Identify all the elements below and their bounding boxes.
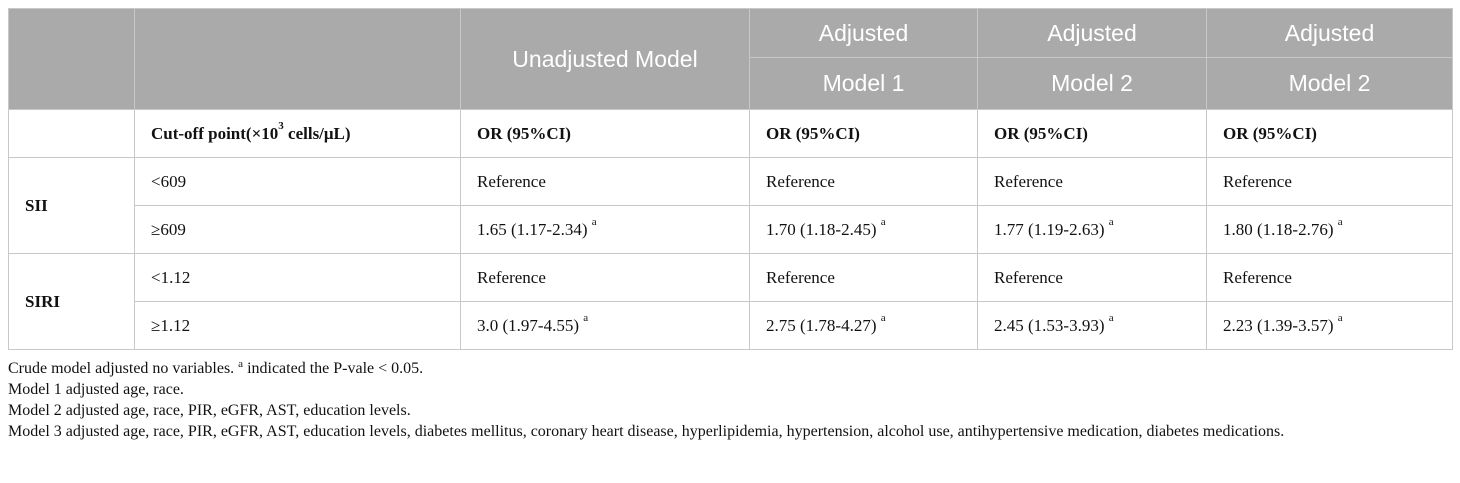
header-unadjusted-model: Unadjusted Model — [460, 8, 750, 110]
header-adjusted-3: Adjusted — [1206, 8, 1453, 58]
footnote-1-text-b: indicated the P-vale < 0.05. — [243, 360, 424, 377]
or-value: Reference — [477, 267, 546, 287]
or-value: 1.65 (1.17-2.34) — [477, 219, 588, 239]
significance-marker: a — [1337, 215, 1343, 228]
header-model-2a: Model 2 — [977, 57, 1207, 110]
or-value: Reference — [1223, 267, 1292, 287]
header-model-2b: Model 2 — [1206, 57, 1453, 110]
or-value-cell: Reference — [749, 253, 978, 302]
cutoff-cell: <1.12 — [134, 253, 461, 302]
or-value: 2.75 (1.78-4.27) — [766, 315, 877, 335]
or-value-cell: Reference — [1206, 253, 1453, 302]
footnote-4: Model 3 adjusted age, race, PIR, eGFR, A… — [8, 423, 1285, 440]
or-value: Reference — [994, 267, 1063, 287]
table-row: SIRI <1.12 Reference Reference Reference Refe… — [8, 253, 1453, 350]
or-value: Reference — [766, 267, 835, 287]
significance-marker: a — [583, 311, 589, 324]
subheader-cutoff: Cut-off point(×103 cells/μL) — [134, 109, 461, 158]
or-value-cell: 2.23 (1.39-3.57) a — [1206, 301, 1453, 350]
cutoff-cell: ≥1.12 — [134, 301, 461, 350]
or-value: 1.80 (1.18-2.76) — [1223, 219, 1334, 239]
table-row: ≥1.12 3.0 (1.97-4.55) a 2.75 (1.78-4.27) a… — [9, 301, 1453, 350]
header-empty-group — [8, 8, 135, 110]
cutoff-label-suffix: cells/μL) — [283, 123, 351, 143]
or-value: Reference — [1223, 171, 1292, 191]
cutoff-label-exponent: 3 — [278, 119, 284, 132]
or-value-cell: Reference — [460, 157, 750, 206]
significance-marker: a — [1108, 215, 1114, 228]
significance-marker: a — [1337, 311, 1343, 324]
or-value-cell: 1.80 (1.18-2.76) a — [1206, 205, 1453, 254]
or-value-cell: Reference — [1206, 157, 1453, 206]
footnote-1: Crude model adjusted no variables. a ind… — [8, 358, 1452, 379]
table-footnotes: Crude model adjusted no variables. a ind… — [8, 358, 1452, 442]
footnote-1-text-a: Crude model adjusted no variables. — [8, 360, 239, 377]
significance-marker: a — [880, 215, 886, 228]
cutoff-cell: ≥609 — [134, 205, 461, 254]
table-body: Cut-off point(×103 cells/μL) OR (95%CI) … — [8, 109, 1453, 350]
subheader-or-2: OR (95%CI) — [749, 109, 978, 158]
or-value-cell: Reference — [749, 157, 978, 206]
header-adjusted-2: Adjusted — [977, 8, 1207, 58]
or-value: 3.0 (1.97-4.55) — [477, 315, 579, 335]
subheader-row: Cut-off point(×103 cells/μL) OR (95%CI) … — [8, 109, 1453, 158]
significance-marker: a — [880, 311, 886, 324]
subheader-empty — [8, 109, 135, 158]
footnote-1-marker: a — [238, 358, 244, 370]
or-value-cell: 2.45 (1.53-3.93) a — [977, 301, 1207, 350]
or-value: Reference — [766, 171, 835, 191]
cutoff-label-prefix: Cut-off point(×10 — [151, 123, 279, 143]
subheader-or-3: OR (95%CI) — [977, 109, 1207, 158]
table-header: Unadjusted Model Adjusted Adjusted Adjus… — [8, 8, 1453, 110]
or-value-cell: 2.75 (1.78-4.27) a — [749, 301, 978, 350]
or-value-cell: 1.77 (1.19-2.63) a — [977, 205, 1207, 254]
group-label: SII — [8, 157, 135, 254]
or-value: 1.77 (1.19-2.63) — [994, 219, 1105, 239]
footnote-3: Model 2 adjusted age, race, PIR, eGFR, A… — [8, 402, 411, 419]
or-value-cell: 1.65 (1.17-2.34) a — [460, 205, 750, 254]
or-value-cell: Reference — [460, 253, 750, 302]
or-value-cell: 1.70 (1.18-2.45) a — [749, 205, 978, 254]
or-value: 2.23 (1.39-3.57) — [1223, 315, 1334, 335]
table-figure: Unadjusted Model Adjusted Adjusted Adjus… — [8, 8, 1453, 442]
or-value-cell: Reference — [977, 157, 1207, 206]
significance-marker: a — [591, 215, 597, 228]
significance-marker: a — [1108, 311, 1114, 324]
or-value: 1.70 (1.18-2.45) — [766, 219, 877, 239]
subheader-or-4: OR (95%CI) — [1206, 109, 1453, 158]
footnote-2: Model 1 adjusted age, race. — [8, 381, 184, 398]
table-row: SII <609 Reference Reference Reference Refere… — [8, 157, 1453, 254]
cutoff-cell: <609 — [134, 157, 461, 206]
header-empty-cutoff — [134, 8, 461, 110]
or-value: 2.45 (1.53-3.93) — [994, 315, 1105, 335]
header-adjusted-1: Adjusted — [749, 8, 978, 58]
subheader-or-1: OR (95%CI) — [460, 109, 750, 158]
table-row: ≥609 1.65 (1.17-2.34) a 1.70 (1.18-2.45) a… — [9, 205, 1453, 254]
group-label: SIRI — [8, 253, 135, 350]
or-value-cell: Reference — [977, 253, 1207, 302]
or-value: Reference — [994, 171, 1063, 191]
results-table: Unadjusted Model Adjusted Adjusted Adjus… — [8, 8, 1453, 350]
or-value-cell: 3.0 (1.97-4.55) a — [460, 301, 750, 350]
or-value: Reference — [477, 171, 546, 191]
header-model-1: Model 1 — [749, 57, 978, 110]
